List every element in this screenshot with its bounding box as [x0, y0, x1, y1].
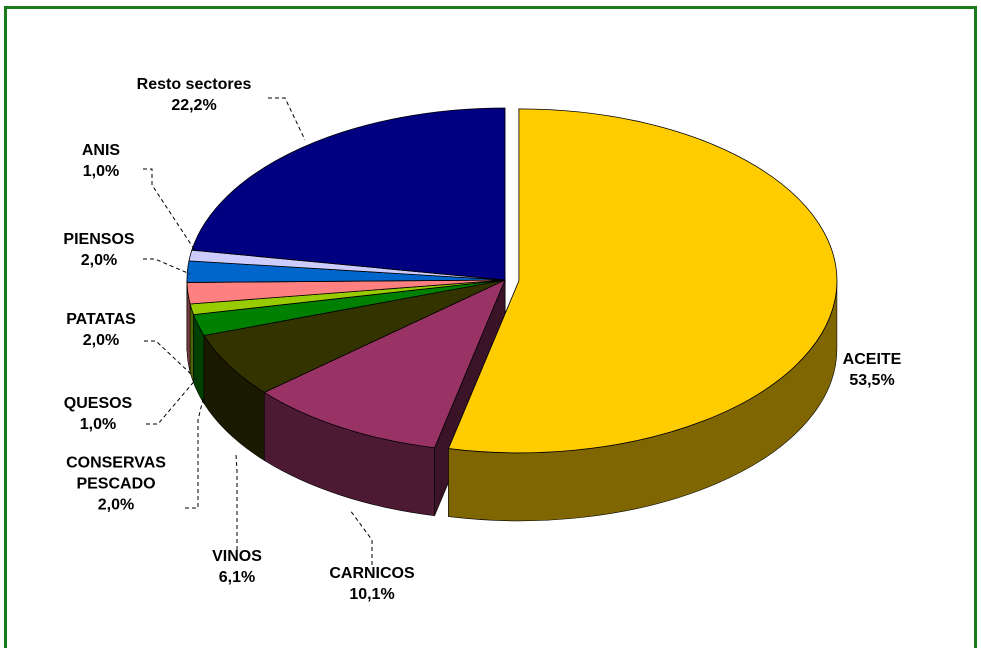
leader-line-anis: [143, 168, 197, 253]
label-name-resto-sectores: Resto sectores: [137, 76, 252, 93]
label-value-resto-sectores: 22,2%: [171, 97, 216, 114]
label-value-conservas-pescado: 2,0%: [98, 497, 134, 514]
label-value-piensos: 2,0%: [81, 252, 117, 269]
label-name-carnicos: CARNICOS: [329, 565, 415, 582]
leader-line-resto-sectores: [268, 97, 306, 141]
leader-line-piensos: [143, 258, 191, 275]
leader-line-patatas: [144, 340, 194, 377]
leader-line-vinos: [235, 454, 238, 550]
label-value-anis: 1,0%: [83, 163, 119, 180]
label-value-vinos: 6,1%: [219, 569, 255, 586]
label-value-quesos: 1,0%: [80, 416, 116, 433]
label-name-conservas-pescado: PESCADO: [76, 476, 155, 493]
leader-line-carnicos: [349, 509, 373, 565]
slice-vinos: [203, 279, 506, 393]
label-name-quesos: QUESOS: [64, 395, 133, 412]
leader-line-conservas-pescado: [185, 394, 205, 509]
slice-aceite: [447, 108, 838, 454]
label-name-anis: ANIS: [82, 142, 121, 159]
label-value-patatas: 2,0%: [83, 332, 119, 349]
leader-line-quesos: [146, 377, 198, 425]
label-name-patatas: PATATAS: [66, 311, 136, 328]
slice-carnicos: [263, 279, 506, 449]
label-name-piensos: PIENSOS: [63, 231, 134, 248]
slice-wall-quesos: [189, 303, 194, 383]
slice-resto-sectores: [191, 107, 506, 281]
label-value-aceite: 53,5%: [849, 372, 894, 389]
label-name-vinos: VINOS: [212, 548, 262, 565]
label-name-aceite: ACEITE: [843, 351, 902, 368]
label-name-conservas-pescado: CONSERVAS: [66, 455, 166, 472]
label-value-carnicos: 10,1%: [349, 586, 394, 603]
